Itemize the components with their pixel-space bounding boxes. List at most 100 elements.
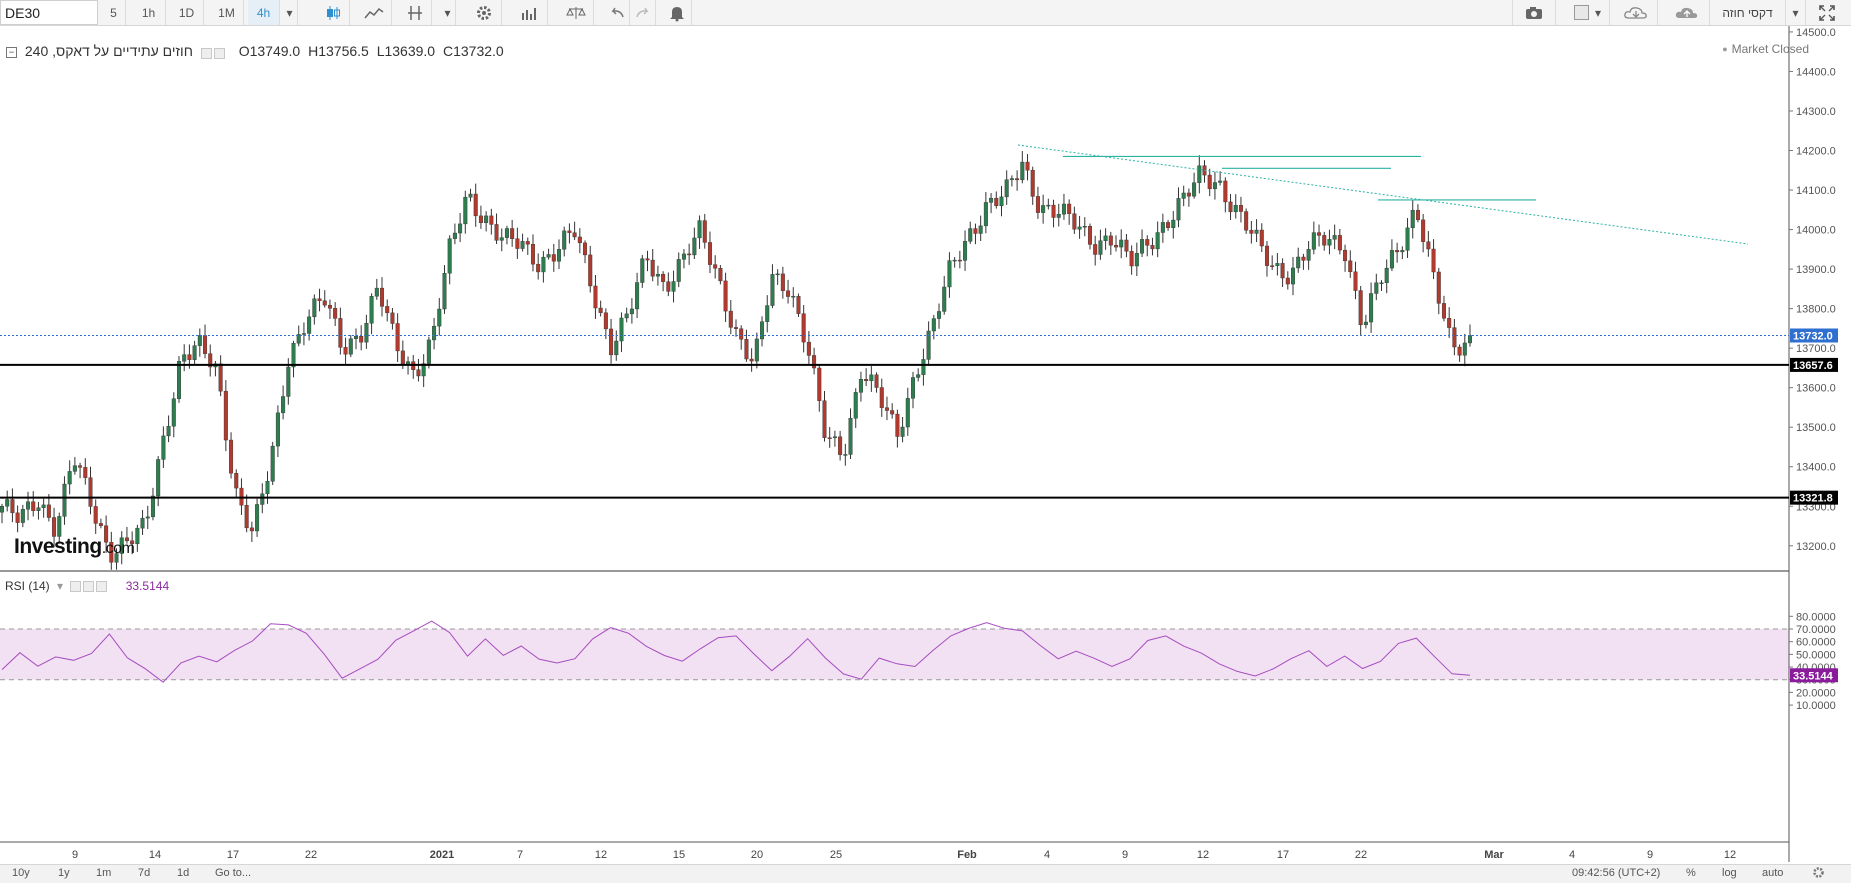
interval-1d[interactable]: 1D (170, 0, 204, 25)
candle-body (244, 505, 249, 529)
candle-body (1119, 239, 1124, 248)
instrument-menu[interactable]: דקסי חוזה (1710, 0, 1786, 25)
candle-body (957, 259, 962, 262)
gear-icon (476, 5, 491, 20)
price-tick-label: 13200.0 (1796, 541, 1836, 553)
candle-body (791, 296, 796, 298)
indicators-button[interactable] (356, 0, 392, 25)
candle-body (83, 467, 88, 478)
candle-body (1072, 213, 1077, 230)
candle-body (1176, 198, 1181, 221)
fullscreen-button[interactable] (1812, 0, 1842, 25)
candle-body (640, 258, 645, 283)
log-toggle[interactable]: log (1722, 867, 1737, 879)
volume-button[interactable] (512, 0, 548, 25)
candle-body (702, 220, 707, 243)
symbol-input[interactable]: DE30 (0, 0, 98, 25)
price-tick-label: 13500.0 (1796, 422, 1836, 434)
time-axis-label: 12 (595, 849, 607, 861)
interval-1h[interactable]: 1h (132, 0, 166, 25)
candle-body (161, 435, 166, 460)
candle-body (864, 379, 869, 382)
candle-body (1415, 209, 1420, 221)
price-tick-label: 13800.0 (1796, 304, 1836, 316)
crosshair-tool-icon (407, 5, 422, 20)
price-tick-label: 13900.0 (1796, 264, 1836, 276)
gear-icon[interactable] (1812, 866, 1825, 882)
percent-toggle[interactable]: % (1686, 867, 1696, 879)
layout-button[interactable]: ▾ (1566, 0, 1610, 25)
candle-body (1421, 219, 1426, 242)
candle-body (796, 296, 801, 314)
candle-body (557, 249, 562, 262)
candle-body (1124, 239, 1129, 252)
cloud-load-button[interactable] (1614, 0, 1658, 25)
candle-body (786, 290, 791, 297)
candle-body (598, 307, 603, 313)
interval-dropdown[interactable]: ▾ (282, 0, 298, 25)
candle-body (265, 481, 270, 495)
auto-toggle[interactable]: auto (1762, 867, 1784, 879)
instrument-dropdown[interactable]: ▾ (1786, 0, 1806, 25)
range-1m[interactable]: 1m (96, 867, 112, 879)
candle-body (1015, 178, 1020, 181)
candle-body (249, 527, 254, 532)
candle-body (827, 437, 832, 439)
candle-body (614, 340, 619, 356)
candle-body (93, 506, 98, 524)
cloud-save-button[interactable] (1664, 0, 1710, 25)
redo-button[interactable] (630, 0, 656, 25)
candle-body (983, 202, 988, 227)
interval-4h[interactable]: 4h (248, 0, 280, 25)
candle-body (655, 273, 660, 277)
rsi-legend-buttons[interactable] (70, 580, 118, 593)
candle-body (1353, 271, 1358, 291)
candle-body (1197, 165, 1202, 183)
chart-area[interactable]: 14500.0 14400.0 14300.0 14200.0 14100.0 14000… (0, 26, 1851, 864)
interval-1m[interactable]: 1M (210, 0, 244, 25)
time-axis-label: 22 (305, 849, 317, 861)
snapshot-button[interactable] (1512, 0, 1556, 25)
candle-body (1181, 192, 1186, 199)
draw-tools-dropdown[interactable]: ▾ (440, 0, 456, 25)
settings-button[interactable] (466, 0, 502, 25)
range-10y[interactable]: 10y (12, 867, 30, 879)
candle-body (942, 286, 947, 312)
alert-button[interactable] (662, 0, 692, 25)
range-1d[interactable]: 1d (177, 867, 190, 879)
chevron-down-icon[interactable]: ▾ (57, 579, 64, 593)
range-7d[interactable]: 7d (138, 867, 151, 879)
rsi-value: 33.5144 (125, 579, 170, 593)
candle-body (182, 354, 187, 362)
candle-body (1244, 211, 1249, 231)
undo-button[interactable] (604, 0, 630, 25)
candle-body (218, 363, 223, 392)
candle-body (1400, 250, 1405, 253)
price-tick-label: 14000.0 (1796, 225, 1836, 237)
interval-5[interactable]: 5 (102, 0, 126, 25)
ohlc-close: C13732.0 (443, 43, 504, 59)
rsi-tick-label: 70.0000 (1796, 624, 1836, 636)
candle-body (1447, 317, 1452, 328)
candle-body (1129, 251, 1134, 267)
candle-body (1259, 229, 1264, 247)
candle-body (1264, 245, 1269, 266)
candle-body (551, 254, 556, 262)
range-1y[interactable]: 1y (58, 867, 70, 879)
candle-body (770, 274, 775, 306)
candle-body (1363, 321, 1368, 326)
legend-buttons[interactable] (200, 46, 231, 60)
candle-body (255, 504, 260, 532)
candle-body (499, 237, 504, 241)
candle-body (1140, 239, 1145, 254)
draw-tools-button[interactable] (398, 0, 432, 25)
goto-button[interactable]: Go to... (215, 867, 252, 879)
candle-body (57, 516, 62, 537)
candle-body (546, 254, 551, 258)
candle-body (577, 236, 582, 244)
candles-button[interactable] (316, 0, 350, 25)
compare-button[interactable] (558, 0, 594, 25)
candle-body (749, 358, 754, 362)
collapse-icon[interactable]: − (6, 47, 17, 58)
candle-body (296, 334, 301, 344)
